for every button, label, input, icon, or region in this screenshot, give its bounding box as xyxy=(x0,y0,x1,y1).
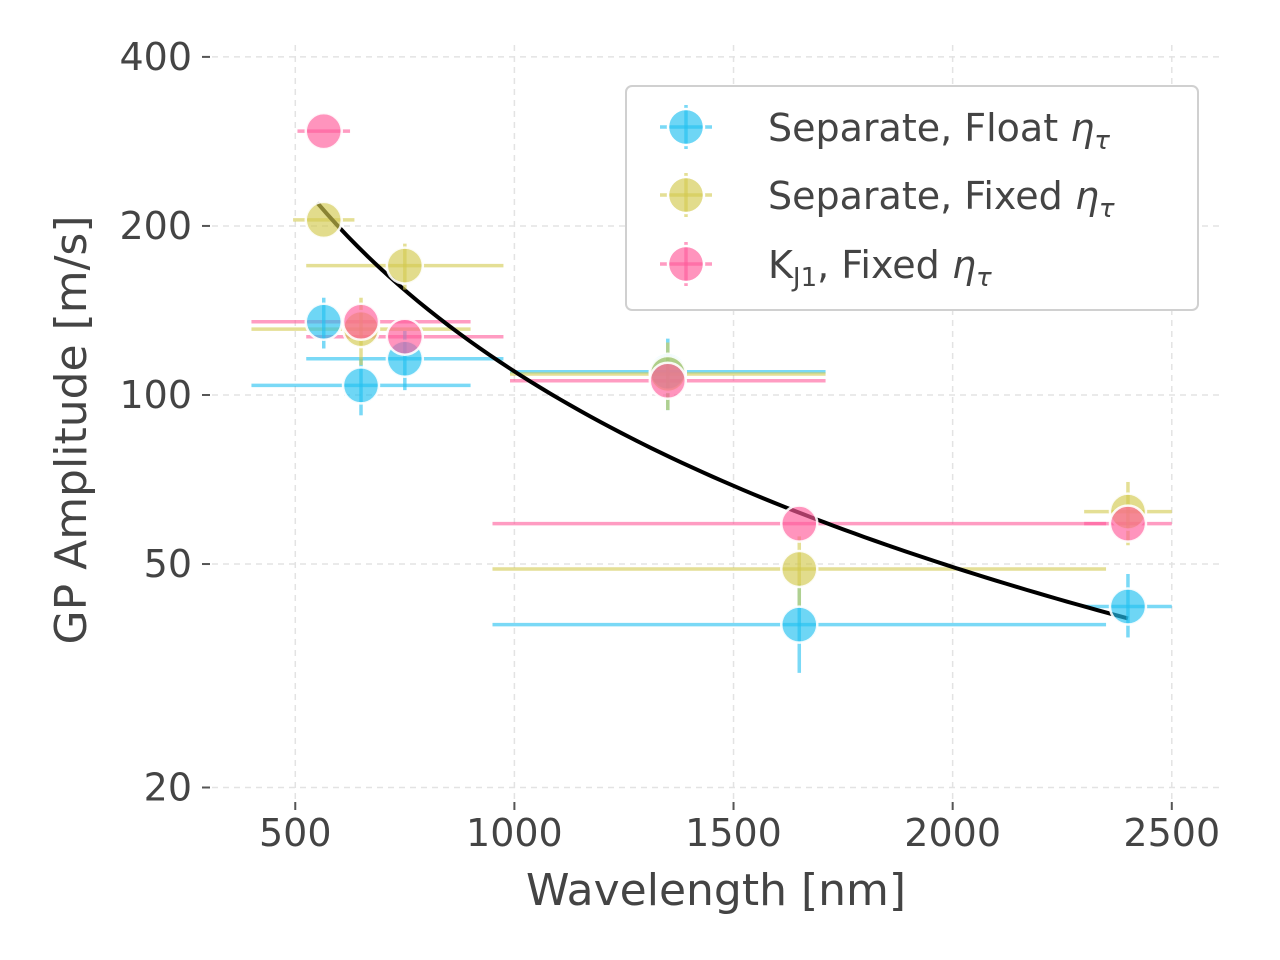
legend-marker xyxy=(666,107,706,147)
data-point xyxy=(780,504,819,543)
point-marker xyxy=(304,302,344,342)
x-tick-label: 500 xyxy=(259,811,332,855)
y-tick-label: 400 xyxy=(119,35,192,79)
legend-box xyxy=(625,85,1199,311)
x-axis-label: Wavelength [nm] xyxy=(526,865,906,916)
data-point xyxy=(304,200,344,240)
point-marker xyxy=(1108,504,1148,543)
legend-item: Separate, Float ητ xyxy=(660,105,1110,156)
point-marker xyxy=(341,366,381,405)
data-point xyxy=(341,302,381,342)
x-tick-label: 1500 xyxy=(685,811,782,855)
data-point xyxy=(780,549,819,589)
legend-label: KJ1, Fixed ητ xyxy=(768,243,992,293)
y-tick-label: 200 xyxy=(119,204,192,248)
legend: Separate, Float ητ Separate, Fixed ητ KJ1,… xyxy=(625,85,1199,311)
legend-item: KJ1, Fixed ητ xyxy=(660,242,992,293)
point-marker xyxy=(304,111,344,151)
point-marker xyxy=(385,317,425,356)
data-point xyxy=(780,605,819,644)
y-axis-label: GP Amplitude [m/s] xyxy=(46,215,97,644)
axis-ticks: 500 1000 1500 2000 2500 20 50 100 200 400 xyxy=(119,35,1220,855)
data-point xyxy=(385,317,425,356)
data-point xyxy=(1108,587,1148,626)
point-marker xyxy=(341,302,381,342)
data-point xyxy=(304,111,344,151)
y-tick-label: 20 xyxy=(144,765,192,809)
legend-label: Separate, Float ητ xyxy=(768,106,1110,156)
legend-label: Separate, Fixed ητ xyxy=(768,174,1115,224)
point-marker xyxy=(780,504,819,543)
data-point xyxy=(648,361,688,401)
data-point xyxy=(341,366,381,405)
data-points xyxy=(304,111,1148,644)
point-marker xyxy=(304,200,344,240)
point-marker xyxy=(1108,587,1148,626)
x-tick-label: 2000 xyxy=(904,811,1001,855)
fit-curve xyxy=(315,201,1129,621)
data-point xyxy=(304,302,344,342)
legend-marker xyxy=(666,244,706,284)
x-tick-label: 1000 xyxy=(466,811,563,855)
data-point xyxy=(1108,504,1148,543)
fit-curve-layer xyxy=(315,201,1129,621)
data-point xyxy=(385,246,425,285)
x-tick-label: 2500 xyxy=(1123,811,1220,855)
point-marker xyxy=(648,361,688,401)
y-tick-label: 100 xyxy=(119,373,192,417)
point-marker xyxy=(385,246,425,285)
legend-marker xyxy=(666,175,706,215)
y-tick-label: 50 xyxy=(144,542,192,586)
legend-item: Separate, Fixed ητ xyxy=(660,173,1115,224)
point-marker xyxy=(780,605,819,644)
point-marker xyxy=(780,549,819,589)
